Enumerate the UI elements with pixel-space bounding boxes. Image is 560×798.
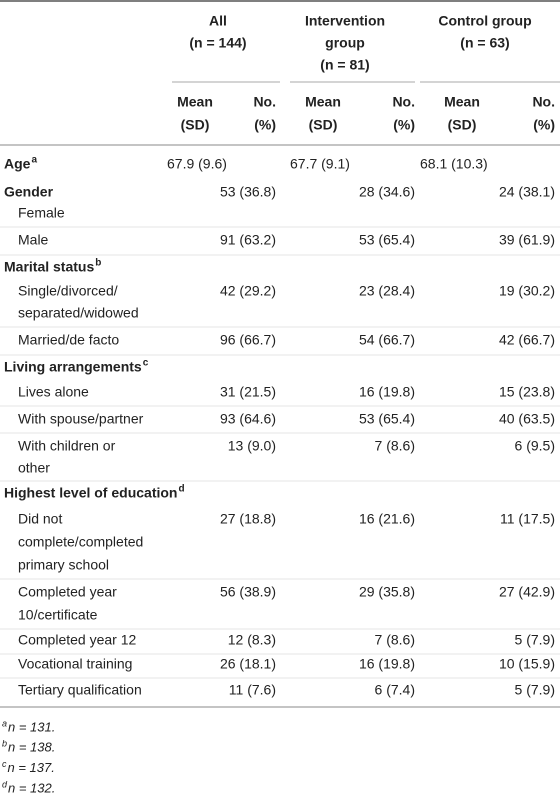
section-title: Marital status (4, 259, 94, 275)
count-value: 16 (19.8) (359, 384, 415, 400)
row-label: Completed year 12 (18, 632, 137, 648)
footnote-ref: a (31, 155, 37, 166)
count-value: 10 (15.9) (499, 656, 555, 672)
count-value: 96 (66.7) (220, 332, 276, 348)
mean-value: 68.1 (10.3) (420, 156, 488, 172)
footnote-ref: d (178, 484, 184, 495)
row-label: With children or (18, 438, 116, 454)
column-header: No. (392, 94, 415, 110)
count-value: 5 (7.9) (515, 682, 555, 698)
footnote-mark: d (2, 779, 8, 789)
column-header: No. (253, 94, 276, 110)
count-value: 40 (63.5) (499, 411, 555, 427)
count-value: 7 (8.6) (375, 632, 415, 648)
section-title: Highest level of education (4, 485, 177, 501)
count-value: 5 (7.9) (515, 632, 555, 648)
row-label: Male (18, 232, 49, 248)
count-value: 31 (21.5) (220, 384, 276, 400)
footnote: n = 138. (8, 740, 55, 755)
column-header: (SD) (181, 117, 210, 133)
group-header: (n = 144) (189, 35, 246, 51)
footnote: n = 131. (8, 719, 55, 734)
count-value: 24 (38.1) (499, 184, 555, 200)
count-value: 42 (66.7) (499, 332, 555, 348)
row-label: primary school (18, 557, 109, 573)
count-value: 91 (63.2) (220, 232, 276, 248)
count-value: 11 (7.6) (229, 682, 276, 698)
count-value: 16 (21.6) (359, 511, 415, 527)
count-value: 15 (23.8) (499, 384, 555, 400)
count-value: 53 (65.4) (359, 232, 415, 248)
footnote-ref: c (143, 358, 149, 369)
row-label: Vocational training (18, 656, 132, 672)
count-value: 56 (38.9) (220, 584, 276, 600)
count-value: 6 (7.4) (375, 682, 415, 698)
row-label: Completed year (18, 584, 117, 600)
group-header: Intervention (305, 13, 385, 29)
row-label: 10/certificate (18, 607, 98, 623)
column-header: (%) (393, 117, 415, 133)
row-label: Tertiary qualification (18, 682, 142, 698)
group-header: (n = 81) (320, 57, 369, 73)
row-label: Female (18, 205, 65, 221)
count-value: 16 (19.8) (359, 656, 415, 672)
column-header: Mean (177, 94, 213, 110)
count-value: 53 (36.8) (220, 184, 276, 200)
footnote-mark: c (2, 759, 7, 769)
row-label: Married/de facto (18, 332, 119, 348)
column-header: No. (532, 94, 555, 110)
count-value: 54 (66.7) (359, 332, 415, 348)
group-header: (n = 63) (460, 35, 509, 51)
section-title: Age (4, 156, 31, 172)
count-value: 42 (29.2) (220, 283, 276, 299)
footnote: n = 137. (8, 760, 55, 775)
row-label: Did not (18, 511, 62, 527)
row-label: With spouse/partner (18, 411, 144, 427)
count-value: 7 (8.6) (375, 438, 415, 454)
footnote-mark: b (2, 739, 7, 749)
count-value: 26 (18.1) (220, 656, 276, 672)
count-value: 29 (35.8) (359, 584, 415, 600)
count-value: 27 (18.8) (220, 511, 276, 527)
row-label: Lives alone (18, 384, 89, 400)
count-value: 27 (42.9) (499, 584, 555, 600)
column-header: (%) (533, 117, 555, 133)
column-header: (%) (254, 117, 276, 133)
mean-value: 67.7 (9.1) (290, 156, 350, 172)
footnote-mark: a (2, 718, 7, 728)
group-header: All (209, 13, 227, 29)
column-header: Mean (444, 94, 480, 110)
count-value: 93 (64.6) (220, 411, 276, 427)
footnote-ref: b (95, 258, 101, 269)
column-header: (SD) (309, 117, 338, 133)
count-value: 12 (8.3) (228, 632, 276, 648)
count-value: 23 (28.4) (359, 283, 415, 299)
row-label: other (18, 460, 50, 476)
column-header: Mean (305, 94, 341, 110)
count-value: 39 (61.9) (499, 232, 555, 248)
group-header: Control group (438, 13, 531, 29)
count-value: 53 (65.4) (359, 411, 415, 427)
footnote: n = 132. (8, 780, 55, 795)
section-title: Living arrangements (4, 359, 142, 375)
row-label: separated/widowed (18, 305, 139, 321)
row-label: complete/completed (18, 534, 143, 550)
mean-value: 67.9 (9.6) (167, 156, 227, 172)
count-value: 28 (34.6) (359, 184, 415, 200)
group-header: group (325, 35, 365, 51)
count-value: 11 (17.5) (500, 511, 555, 527)
column-header: (SD) (448, 117, 477, 133)
count-value: 6 (9.5) (515, 438, 555, 454)
section-title: Gender (4, 184, 54, 200)
row-label: Single/divorced/ (18, 283, 118, 299)
count-value: 19 (30.2) (499, 283, 555, 299)
count-value: 13 (9.0) (228, 438, 276, 454)
